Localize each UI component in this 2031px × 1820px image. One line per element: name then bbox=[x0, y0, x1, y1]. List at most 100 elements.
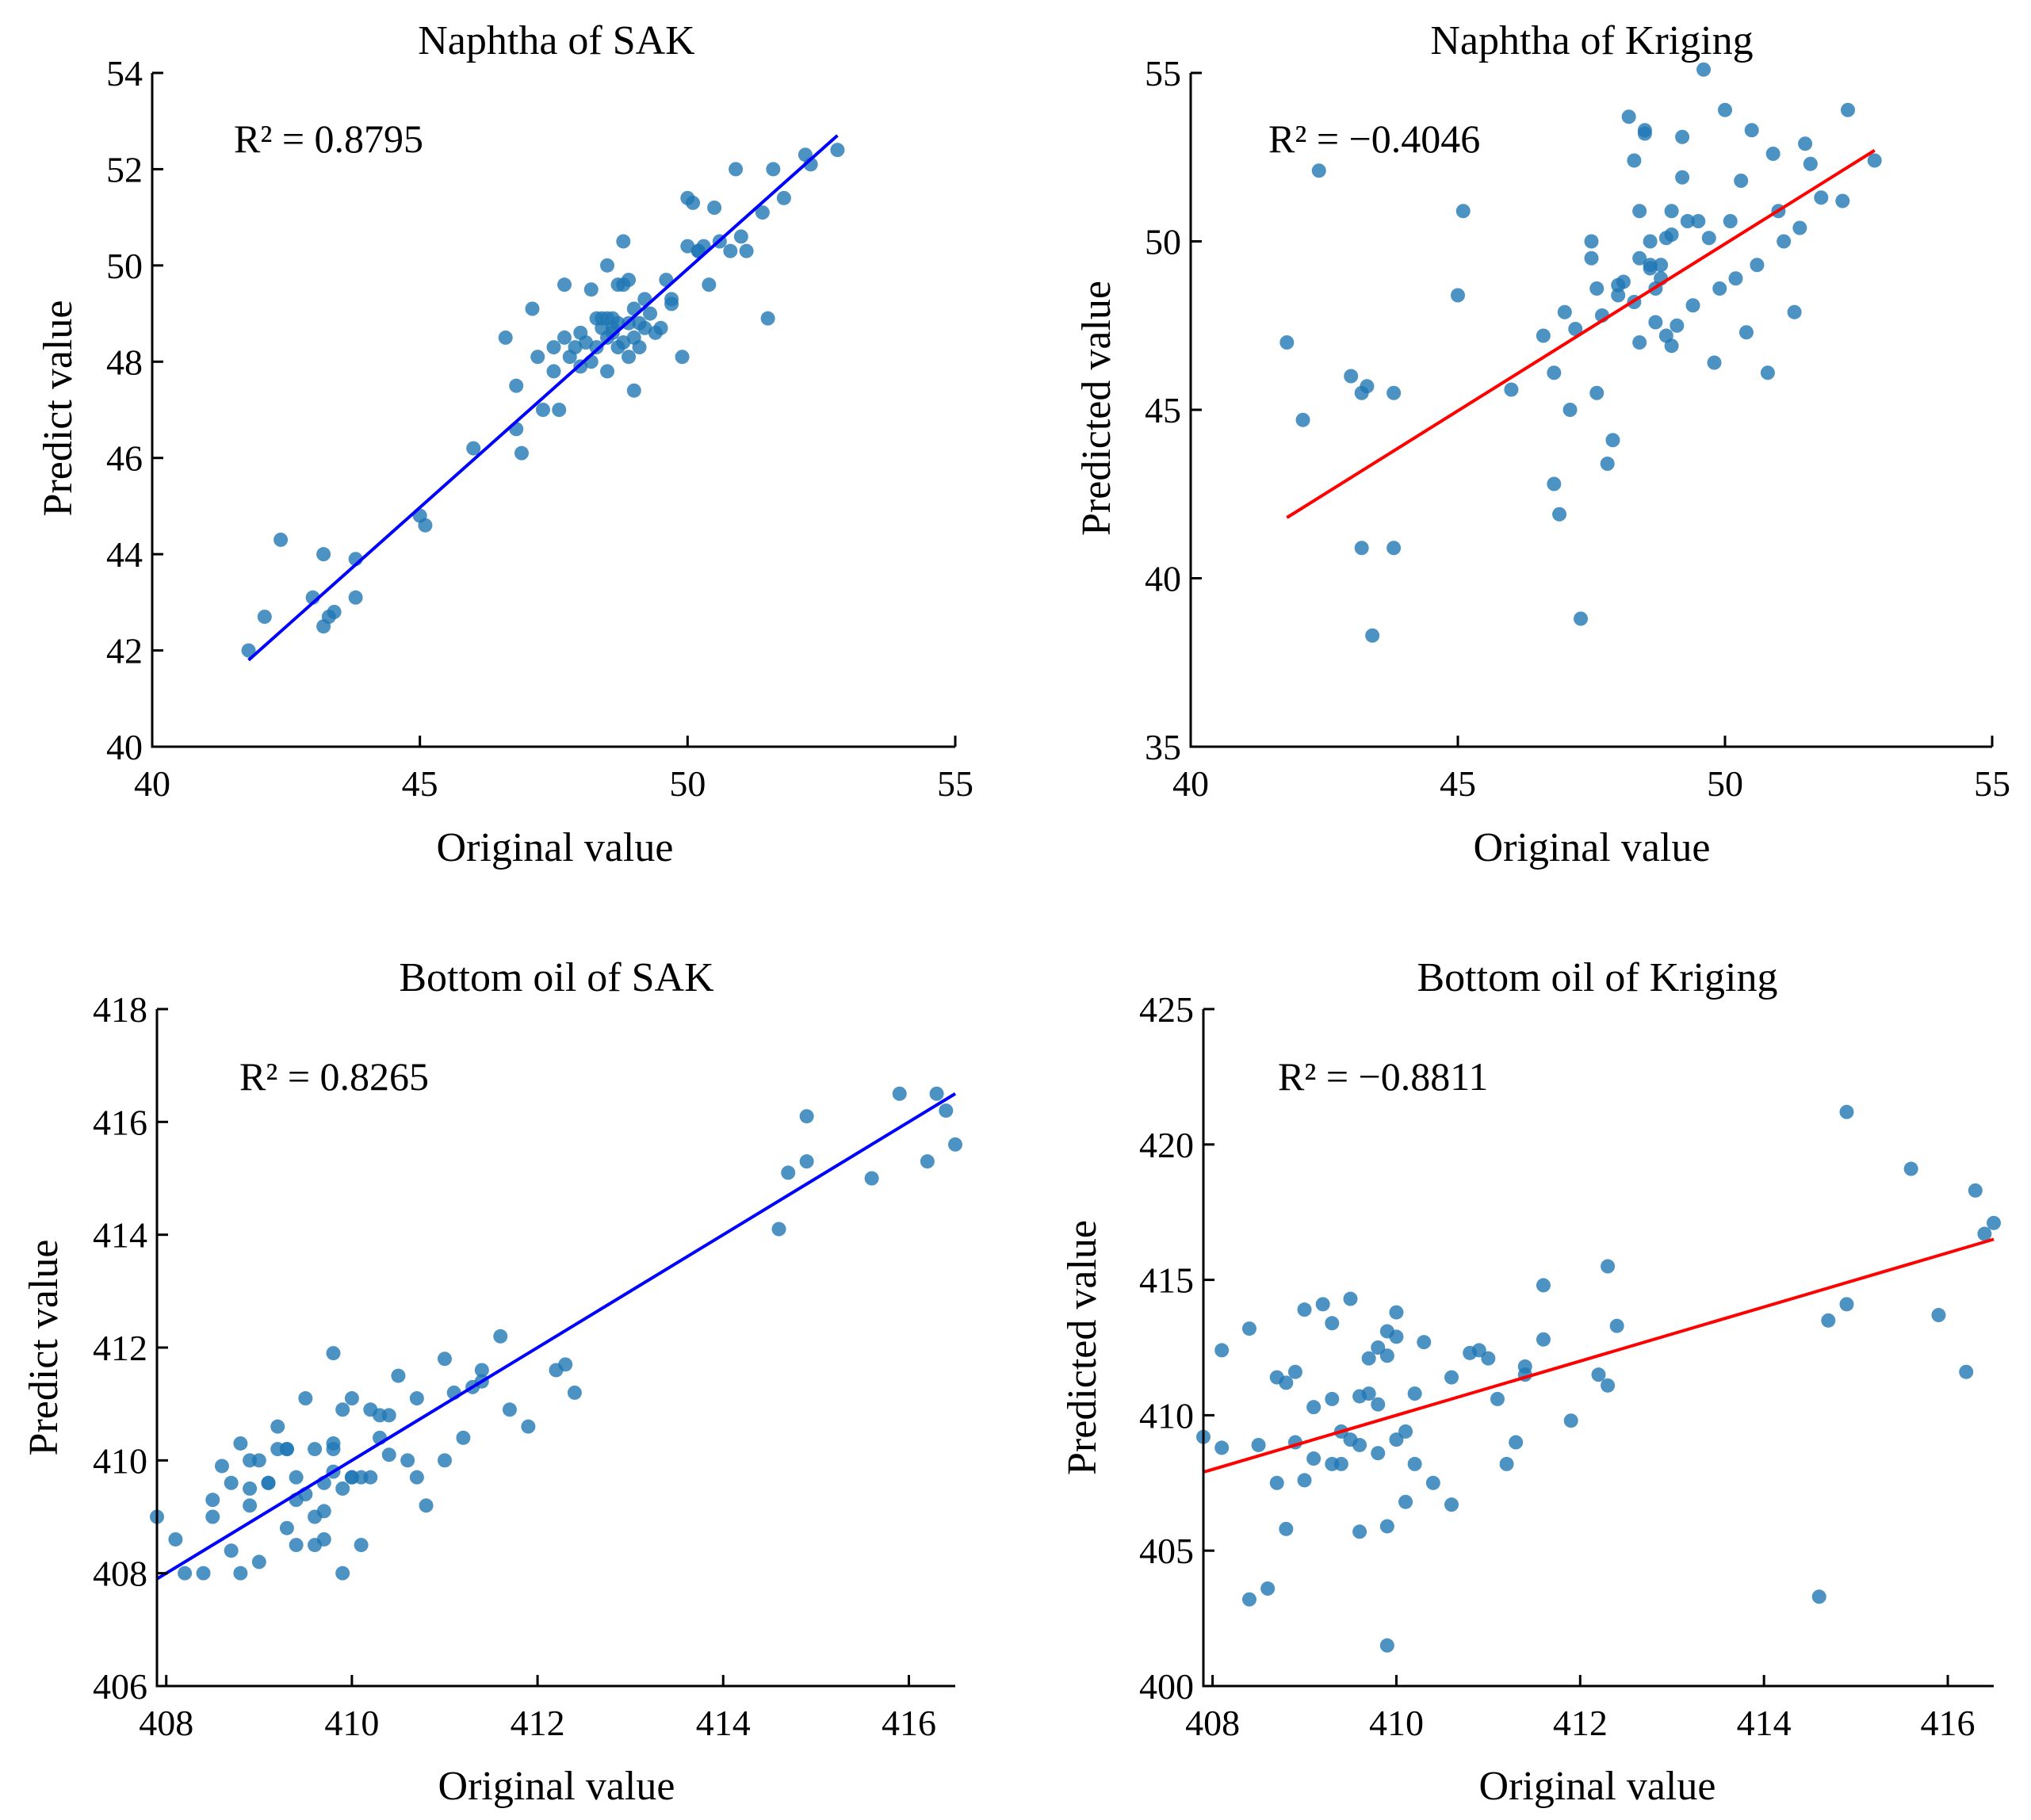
fit-line bbox=[155, 1092, 957, 1581]
data-point bbox=[1611, 277, 1626, 292]
data-point bbox=[583, 282, 599, 297]
chart-title: Naphtha of Kriging bbox=[1430, 18, 1753, 63]
data-point bbox=[178, 1566, 193, 1581]
y-axis-label: Predict value bbox=[21, 1240, 67, 1456]
x-axis-label: Original value bbox=[1479, 1764, 1716, 1809]
data-point bbox=[1591, 1367, 1606, 1382]
data-point bbox=[1707, 355, 1722, 370]
data-point bbox=[1451, 288, 1465, 303]
data-point bbox=[1968, 1183, 1983, 1198]
data-point bbox=[1490, 1391, 1505, 1406]
data-point bbox=[1728, 271, 1743, 286]
data-point bbox=[521, 1419, 536, 1434]
data-point bbox=[1821, 1313, 1836, 1328]
data-point bbox=[1621, 109, 1636, 124]
chart-title: Bottom oil of Kriging bbox=[1417, 955, 1778, 1000]
scatter-points bbox=[241, 143, 845, 658]
data-point bbox=[1835, 193, 1850, 208]
data-point bbox=[1680, 214, 1695, 228]
data-point bbox=[626, 383, 641, 398]
data-point bbox=[1632, 250, 1647, 266]
data-point bbox=[224, 1475, 239, 1490]
data-point bbox=[616, 234, 631, 249]
data-point bbox=[1696, 62, 1712, 77]
data-point bbox=[760, 311, 775, 326]
data-point bbox=[1241, 1321, 1256, 1336]
data-point bbox=[1987, 1215, 2001, 1230]
data-point bbox=[381, 1447, 396, 1462]
y-tick-label: 42 bbox=[106, 631, 143, 671]
y-tick-label: 54 bbox=[106, 53, 143, 94]
data-point bbox=[1379, 1519, 1394, 1534]
r-squared-annotation: R² = 0.8795 bbox=[234, 117, 423, 161]
panel-bottom-oil-sak: Bottom oil of SAK R² = 0.8265 408 410 412 4… bbox=[21, 955, 962, 1809]
data-point bbox=[1744, 123, 1759, 138]
scatter-points bbox=[1279, 62, 1882, 643]
data-point bbox=[241, 643, 256, 658]
data-point bbox=[1675, 170, 1690, 185]
data-point bbox=[929, 1086, 944, 1101]
data-point bbox=[1814, 190, 1829, 205]
data-point bbox=[1557, 304, 1572, 319]
data-point bbox=[1371, 1446, 1386, 1461]
data-point bbox=[1552, 507, 1567, 522]
data-point bbox=[270, 1419, 285, 1434]
data-point bbox=[1425, 1475, 1440, 1490]
data-point bbox=[766, 162, 781, 177]
data-point bbox=[261, 1475, 276, 1490]
data-point bbox=[214, 1459, 229, 1474]
y-tick-label: 50 bbox=[106, 246, 143, 286]
y-tick-label: 40 bbox=[106, 727, 143, 767]
data-point bbox=[707, 201, 722, 215]
data-point bbox=[243, 1498, 258, 1513]
data-point bbox=[530, 350, 545, 365]
data-point bbox=[1712, 281, 1727, 296]
r-squared-annotation: R² = 0.8265 bbox=[239, 1054, 429, 1099]
data-point bbox=[335, 1402, 350, 1417]
data-point bbox=[509, 378, 524, 393]
data-point bbox=[552, 403, 567, 417]
data-point bbox=[409, 1391, 424, 1406]
data-point bbox=[335, 1566, 350, 1581]
data-point bbox=[1509, 1435, 1524, 1450]
data-point bbox=[755, 205, 770, 220]
data-point bbox=[1360, 379, 1375, 394]
data-point bbox=[525, 301, 540, 316]
data-point bbox=[1584, 250, 1599, 266]
data-point bbox=[1241, 1592, 1256, 1607]
data-point bbox=[1811, 1589, 1826, 1604]
y-tick-label: 35 bbox=[1145, 727, 1181, 767]
data-point bbox=[1343, 1291, 1358, 1306]
data-point bbox=[1444, 1497, 1459, 1512]
y-axis-label: Predicted value bbox=[1074, 281, 1119, 536]
data-point bbox=[1765, 147, 1780, 161]
data-point bbox=[270, 1442, 285, 1457]
data-point bbox=[1611, 288, 1626, 303]
data-point bbox=[1609, 1318, 1624, 1333]
data-point bbox=[1499, 1456, 1514, 1471]
data-point bbox=[1839, 1297, 1854, 1312]
data-point bbox=[1664, 204, 1679, 219]
data-point bbox=[493, 1329, 508, 1344]
y-tick-label: 418 bbox=[93, 989, 147, 1030]
data-point bbox=[1471, 1343, 1486, 1358]
data-point bbox=[344, 1470, 359, 1485]
y-axis-ticks: 40 42 44 46 48 50 52 54 bbox=[106, 53, 163, 767]
y-tick-label: 45 bbox=[1145, 390, 1181, 430]
x-tick-label: 416 bbox=[1921, 1703, 1976, 1743]
data-point bbox=[279, 1520, 294, 1535]
data-point bbox=[1387, 385, 1402, 400]
data-point bbox=[892, 1086, 907, 1101]
data-point bbox=[326, 1346, 341, 1361]
data-point bbox=[579, 335, 594, 350]
y-tick-label: 52 bbox=[106, 149, 143, 189]
chart-title: Bottom oil of SAK bbox=[399, 955, 714, 1000]
data-point bbox=[920, 1154, 935, 1169]
data-point bbox=[680, 239, 695, 254]
data-point bbox=[616, 335, 631, 350]
data-point bbox=[381, 1408, 396, 1423]
data-point bbox=[1379, 1348, 1394, 1363]
data-point bbox=[1664, 228, 1679, 242]
data-point bbox=[632, 340, 647, 355]
data-point bbox=[348, 590, 363, 605]
